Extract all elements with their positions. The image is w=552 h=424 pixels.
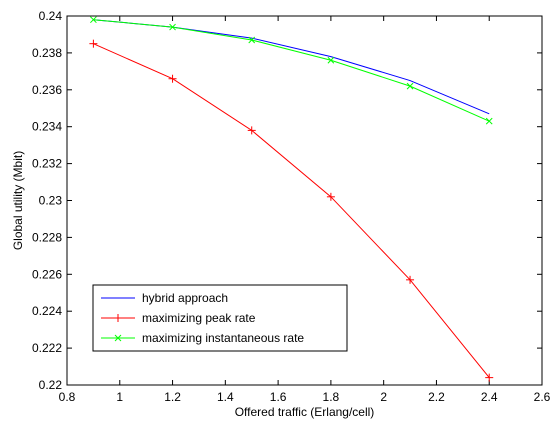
x-tick-label: 2.6 <box>534 390 551 404</box>
x-tick-label: 1.8 <box>323 390 340 404</box>
x-axis-label: Offered traffic (Erlang/cell) <box>235 405 375 419</box>
y-tick-label: 0.236 <box>32 83 62 97</box>
data-point <box>327 56 335 64</box>
y-tick-label: 0.238 <box>32 46 62 60</box>
legend-label: maximizing peak rate <box>142 311 256 325</box>
y-tick-label: 0.234 <box>32 120 62 134</box>
y-tick-label: 0.24 <box>39 9 63 23</box>
legend-item: maximizing instantaneous rate <box>101 331 304 345</box>
series-line <box>93 19 490 122</box>
x-tick-label: 2 <box>380 390 387 404</box>
data-point <box>248 36 256 44</box>
data-point <box>90 16 97 24</box>
y-tick-label: 0.232 <box>32 157 62 171</box>
series-2 <box>90 16 493 125</box>
x-tick-label: 1.4 <box>217 390 234 404</box>
x-tick-label: 1 <box>116 390 123 404</box>
legend-item: hybrid approach <box>101 291 228 305</box>
legend-item: maximizing peak rate <box>101 311 256 325</box>
legend-label: hybrid approach <box>142 291 228 305</box>
data-point <box>406 82 414 90</box>
legend: hybrid approach maximizing peak rate maxim… <box>92 284 348 352</box>
x-tick-label: 1.6 <box>270 390 287 404</box>
y-axis-label: Global utility (Mbit) <box>11 151 25 250</box>
x-tick-label: 0.8 <box>59 390 76 404</box>
series-0 <box>93 19 490 115</box>
y-tick-label: 0.224 <box>32 304 62 318</box>
y-tick-label: 0.226 <box>32 267 62 281</box>
legend-marker <box>114 334 122 342</box>
series-layer <box>89 16 494 382</box>
series-line <box>93 19 490 115</box>
y-tick-label: 0.228 <box>32 230 62 244</box>
x-tick-label: 2.4 <box>481 390 498 404</box>
y-tick-label: 0.22 <box>39 378 63 392</box>
y-tick-label: 0.23 <box>39 194 63 208</box>
x-tick-label: 1.2 <box>164 390 181 404</box>
series-1 <box>89 39 494 382</box>
data-point <box>485 117 493 125</box>
data-point <box>169 23 176 31</box>
axis-ticks: 0.8 1 1.2 1.4 1.6 1.8 2 2.2 2.4 2.6 0.22 0.222 0.224… <box>32 9 551 404</box>
x-tick-label: 2.2 <box>428 390 445 404</box>
series-line <box>93 43 490 378</box>
legend-box <box>92 284 348 352</box>
legend-label: maximizing instantaneous rate <box>142 331 304 345</box>
y-tick-label: 0.222 <box>32 341 62 355</box>
